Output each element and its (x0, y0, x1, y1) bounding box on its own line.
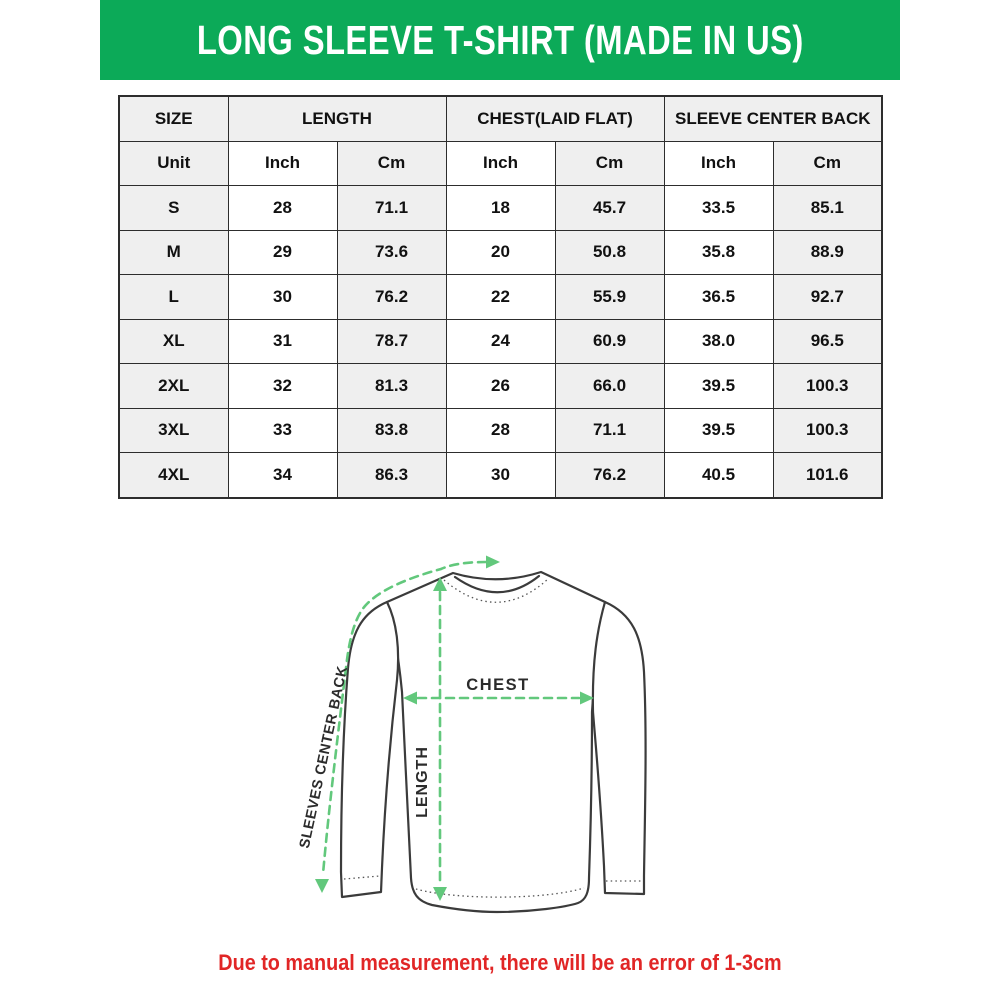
value-cell: 35.8 (663, 229, 774, 275)
value-cell: 28 (445, 407, 556, 453)
sleeve-center-back-measure-line (321, 560, 488, 876)
value-cell: 31 (227, 318, 338, 364)
value-cell: 40.5 (663, 452, 774, 498)
table-row-2xl: 2XL 32 81.3 26 66.0 39.5 100.3 (118, 363, 883, 409)
arrowhead-center-back (486, 555, 500, 569)
table-row-4xl: 4XL 34 86.3 30 76.2 40.5 101.6 (118, 452, 883, 498)
value-cell: 33 (227, 407, 338, 453)
value-cell: 60.9 (554, 318, 665, 364)
value-cell: 71.1 (554, 407, 665, 453)
length-label: LENGTH (414, 746, 431, 818)
value-cell: 26 (445, 363, 556, 409)
value-cell: 76.2 (554, 452, 665, 498)
title-banner: LONG SLEEVE T-SHIRT (MADE IN US) (100, 0, 900, 80)
left-cuff-stitch-line (343, 875, 381, 880)
size-cell: 3XL (118, 407, 229, 453)
tshirt-right-sleeve (591, 600, 647, 896)
value-cell: 39.5 (663, 407, 774, 453)
table-row-l: L 30 76.2 22 55.9 36.5 92.7 (118, 274, 883, 320)
unit-chest-inch: Inch (445, 140, 556, 186)
arrowhead-length-bottom (433, 887, 447, 901)
value-cell: 30 (445, 452, 556, 498)
unit-length-cm: Cm (336, 140, 447, 186)
size-cell: S (118, 185, 229, 231)
unit-sleeve-inch: Inch (663, 140, 774, 186)
value-cell: 39.5 (663, 363, 774, 409)
size-cell: 4XL (118, 452, 229, 498)
tshirt-diagram-svg: CHEST LENGTH SLEEVES CENTER BACK (297, 555, 647, 914)
tshirt-body-outline (385, 570, 607, 914)
unit-length-inch: Inch (227, 140, 338, 186)
table-row-m: M 29 73.6 20 50.8 35.8 88.9 (118, 229, 883, 275)
value-cell: 66.0 (554, 363, 665, 409)
table-group-header-row: SIZE LENGTH CHEST(LAID FLAT) SLEEVE CENT… (118, 95, 883, 142)
value-cell: 85.1 (772, 185, 883, 231)
unit-chest-cm: Cm (554, 140, 665, 186)
value-cell: 45.7 (554, 185, 665, 231)
unit-label: Unit (118, 140, 229, 186)
value-cell: 100.3 (772, 407, 883, 453)
value-cell: 34 (227, 452, 338, 498)
disclaimer-text: Due to manual measurement, there will be… (218, 950, 782, 975)
value-cell: 71.1 (336, 185, 447, 231)
value-cell: 20 (445, 229, 556, 275)
value-cell: 28 (227, 185, 338, 231)
value-cell: 22 (445, 274, 556, 320)
size-cell: M (118, 229, 229, 275)
col-header-size: SIZE (118, 95, 229, 142)
size-cell: L (118, 274, 229, 320)
arrowhead-chest-right (580, 691, 594, 705)
size-cell: XL (118, 318, 229, 364)
value-cell: 86.3 (336, 452, 447, 498)
value-cell: 18 (445, 185, 556, 231)
value-cell: 32 (227, 363, 338, 409)
measurement-disclaimer: Due to manual measurement, there will be… (0, 950, 1000, 976)
table-row-s: S 28 71.1 18 45.7 33.5 85.1 (118, 185, 883, 231)
table-unit-row: Unit Inch Cm Inch Cm Inch Cm (118, 140, 883, 186)
value-cell: 76.2 (336, 274, 447, 320)
tshirt-left-sleeve (339, 600, 400, 899)
tshirt-collar (453, 574, 541, 594)
tshirt-measurement-diagram: CHEST LENGTH SLEEVES CENTER BACK (0, 540, 1000, 940)
size-table: SIZE LENGTH CHEST(LAID FLAT) SLEEVE CENT… (118, 95, 883, 499)
value-cell: 24 (445, 318, 556, 364)
col-header-chest: CHEST(LAID FLAT) (445, 95, 665, 142)
value-cell: 92.7 (772, 274, 883, 320)
page-title: LONG SLEEVE T-SHIRT (MADE IN US) (196, 16, 804, 63)
value-cell: 78.7 (336, 318, 447, 364)
value-cell: 38.0 (663, 318, 774, 364)
value-cell: 83.8 (336, 407, 447, 453)
chest-label: CHEST (466, 676, 529, 694)
table-row-3xl: 3XL 33 83.8 28 71.1 39.5 100.3 (118, 407, 883, 453)
value-cell: 100.3 (772, 363, 883, 409)
value-cell: 55.9 (554, 274, 665, 320)
value-cell: 33.5 (663, 185, 774, 231)
col-header-sleeve-center-back: SLEEVE CENTER BACK (663, 95, 883, 142)
value-cell: 81.3 (336, 363, 447, 409)
table-row-xl: XL 31 78.7 24 60.9 38.0 96.5 (118, 318, 883, 364)
arrowhead-sleeve-end (315, 879, 329, 893)
value-cell: 36.5 (663, 274, 774, 320)
value-cell: 73.6 (336, 229, 447, 275)
value-cell: 29 (227, 229, 338, 275)
value-cell: 88.9 (772, 229, 883, 275)
value-cell: 50.8 (554, 229, 665, 275)
unit-sleeve-cm: Cm (772, 140, 883, 186)
value-cell: 96.5 (772, 318, 883, 364)
hem-stitch-line (415, 887, 585, 898)
col-header-length: LENGTH (227, 95, 447, 142)
value-cell: 101.6 (772, 452, 883, 498)
arrowhead-length-top (433, 577, 447, 591)
value-cell: 30 (227, 274, 338, 320)
arrowhead-chest-left (403, 691, 417, 705)
size-cell: 2XL (118, 363, 229, 409)
collar-stitch-line (443, 578, 549, 603)
